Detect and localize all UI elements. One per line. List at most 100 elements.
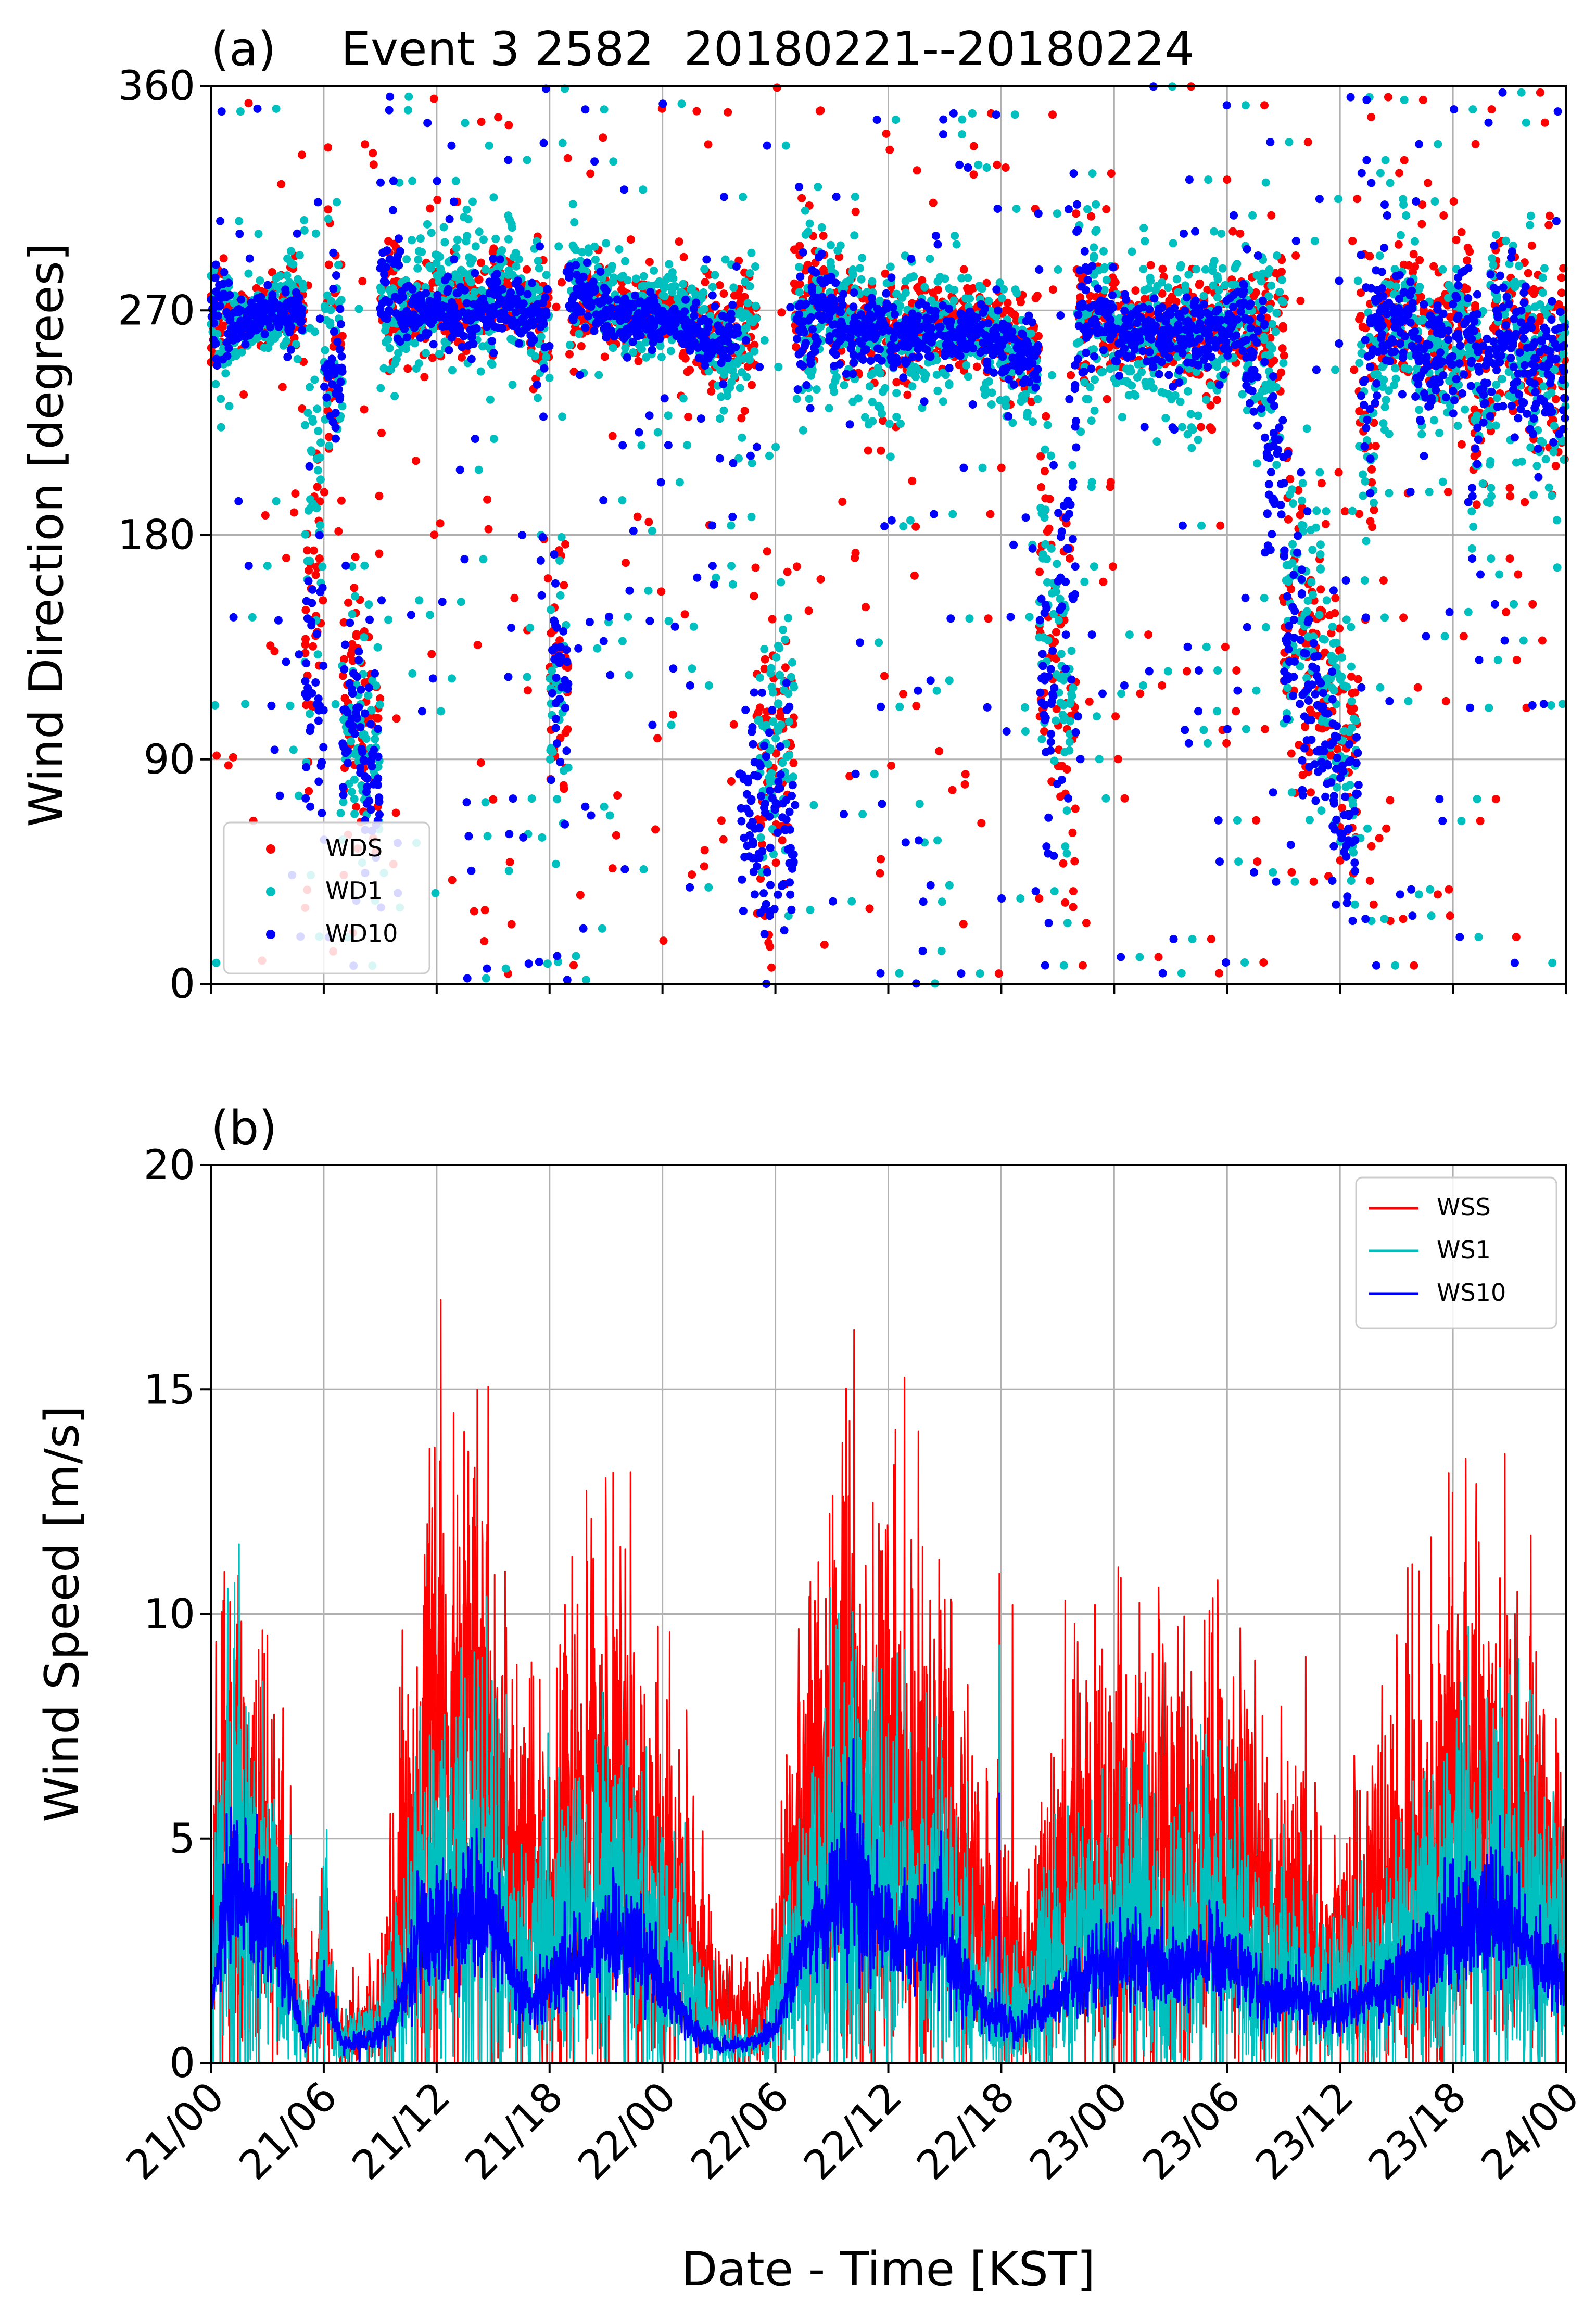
point-wds [772, 83, 781, 92]
point-wd1 [211, 701, 220, 710]
point-wds [1082, 919, 1091, 928]
point-wd1 [1201, 265, 1210, 274]
point-wd1 [336, 809, 345, 817]
point-wd1 [926, 255, 934, 263]
point-wd1 [526, 624, 535, 632]
point-wds [1335, 645, 1344, 654]
point-wd1 [773, 723, 782, 731]
point-wd1 [855, 264, 864, 273]
point-wds [375, 549, 384, 558]
point-wds [864, 446, 872, 455]
point-wd1 [805, 395, 814, 403]
point-wd1 [1176, 261, 1185, 270]
point-wd1 [1210, 227, 1219, 236]
point-wd1 [968, 109, 977, 118]
point-wd1 [263, 562, 272, 570]
point-wd1 [1088, 169, 1097, 178]
point-wd1 [422, 349, 430, 358]
point-wd1 [1240, 958, 1249, 967]
point-wds [1557, 288, 1566, 297]
point-wd1 [377, 286, 386, 295]
point-wd1 [221, 369, 230, 378]
point-wd1 [404, 92, 413, 101]
point-wds [838, 498, 847, 506]
point-wd1 [764, 759, 772, 768]
point-wds [804, 606, 813, 615]
point-wd1 [771, 442, 780, 451]
point-wd1 [848, 265, 857, 274]
point-wd1 [639, 185, 648, 194]
point-wd1 [679, 394, 688, 403]
point-wds [851, 207, 860, 216]
point-wd1 [639, 272, 648, 281]
point-wd1 [1067, 647, 1076, 655]
point-wd1 [468, 197, 477, 206]
point-wds [376, 694, 385, 703]
point-wds [1355, 510, 1364, 518]
point-wd1 [558, 138, 567, 147]
point-wds [1351, 688, 1360, 697]
point-wds [480, 937, 489, 945]
point-wds [1457, 440, 1466, 449]
point-wd1 [538, 833, 547, 842]
point-wd1 [448, 674, 456, 683]
point-wd1 [286, 701, 295, 710]
point-wds [1056, 792, 1065, 801]
point-wds [384, 237, 393, 246]
point-wd1 [1197, 521, 1206, 530]
point-wd1 [471, 242, 480, 251]
point-wd1 [1038, 550, 1047, 559]
point-wd1 [881, 384, 890, 392]
point-wd1 [1161, 414, 1170, 423]
point-wds [1347, 672, 1356, 681]
point-wd1 [256, 276, 264, 285]
point-wd1 [1277, 296, 1286, 305]
point-wd1 [225, 402, 234, 411]
point-wd1 [608, 262, 616, 271]
point-wds [719, 289, 728, 298]
point-wd1 [464, 275, 473, 284]
point-wd1 [1141, 237, 1149, 246]
point-wd1 [1248, 211, 1257, 220]
point-wd1 [504, 211, 513, 220]
point-wd1 [1213, 362, 1222, 371]
point-wds [324, 205, 333, 214]
point-wds [377, 428, 386, 437]
point-wd1 [1217, 229, 1226, 238]
point-wds [634, 357, 643, 365]
point-wds [600, 352, 609, 361]
point-wd1 [760, 336, 769, 345]
point-wd1 [618, 496, 627, 504]
point-wd1 [952, 240, 961, 249]
point-wd1 [1316, 540, 1325, 549]
point-wds [1394, 240, 1403, 249]
point-wds [1048, 285, 1057, 294]
point-wds [555, 636, 564, 645]
point-wds [298, 404, 307, 413]
point-wd1 [666, 347, 675, 356]
point-wds [986, 510, 995, 518]
point-wds [1384, 93, 1392, 102]
point-wd1 [408, 669, 417, 678]
point-wd1 [1192, 265, 1201, 274]
point-wds [645, 258, 654, 267]
point-wds [361, 140, 369, 149]
point-wd1 [1214, 286, 1223, 295]
point-wd1 [1199, 292, 1208, 300]
point-wds [1158, 289, 1167, 298]
point-wd1 [414, 359, 423, 368]
point-wd1 [489, 193, 498, 202]
point-wd1 [1080, 378, 1089, 387]
point-wds [816, 575, 825, 584]
point-wd1 [1315, 468, 1324, 477]
point-wd1 [1087, 478, 1096, 487]
point-wds [1505, 554, 1514, 563]
point-wds [1370, 419, 1378, 427]
point-wd1 [756, 833, 765, 842]
point-wd1 [537, 332, 546, 341]
point-wd1 [311, 229, 320, 238]
point-wds [892, 378, 901, 387]
point-wds [352, 630, 361, 639]
point-wd1 [688, 664, 696, 673]
point-wd1 [1298, 479, 1307, 488]
